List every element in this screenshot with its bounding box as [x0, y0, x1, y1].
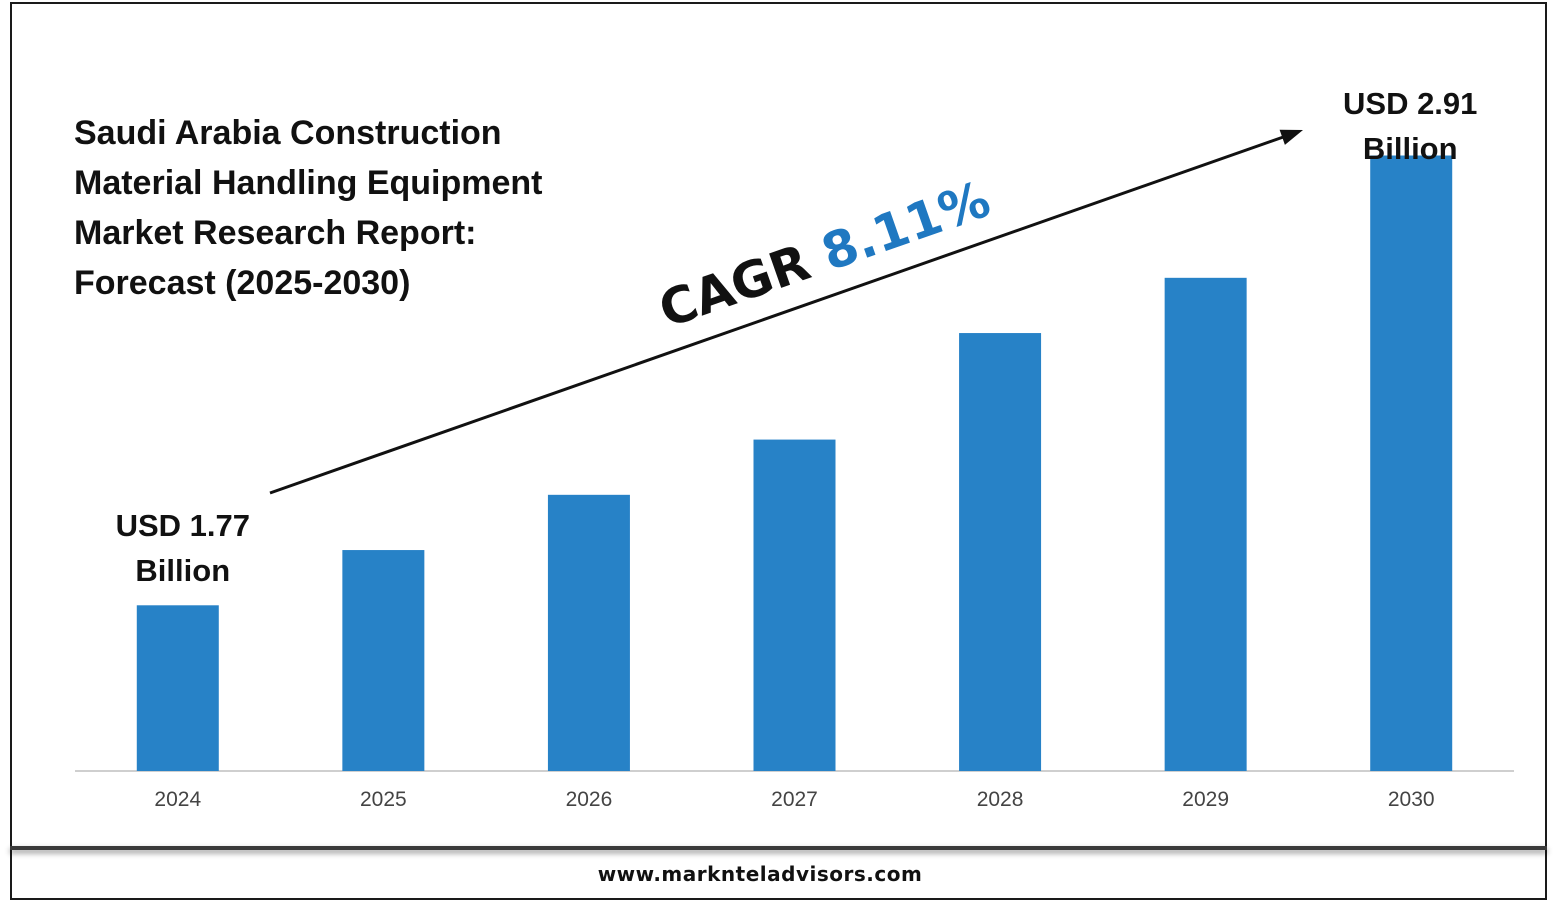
x-tick-label-2026: 2026 [566, 788, 613, 811]
trend-arrow-line [269, 133, 1290, 495]
footer-website: www.marknteladvisors.com [597, 862, 923, 886]
title-line-4: Forecast (2025-2030) [74, 264, 411, 302]
x-tick-label-2024: 2024 [154, 788, 201, 811]
cagr-value: 8.11% [814, 170, 997, 282]
first-value-label: USD 1.77 [116, 508, 250, 543]
bar-2025 [342, 550, 425, 771]
title-line-3: Market Research Report: [74, 214, 477, 252]
title-line-2: Material Handling Equipment [74, 164, 543, 202]
bar-2030 [1370, 155, 1453, 771]
x-tick-label-2027: 2027 [771, 788, 818, 811]
title-line-1: Saudi Arabia Construction [74, 114, 502, 152]
x-tick-label-2029: 2029 [1182, 788, 1229, 811]
bar-2028 [959, 333, 1042, 771]
bar-2024 [136, 605, 219, 771]
bar-2026 [547, 494, 630, 771]
x-tick-label-2030: 2030 [1388, 788, 1435, 811]
cagr-label: CAGR [652, 227, 834, 339]
bar-2029 [1164, 277, 1247, 771]
x-tick-label-2025: 2025 [360, 788, 407, 811]
chart-title: Saudi Arabia Construction Material Handl… [74, 108, 634, 308]
x-tick-label-2028: 2028 [977, 788, 1024, 811]
footer-divider [10, 846, 1547, 850]
last-value-label: USD 2.91 [1343, 86, 1477, 121]
bar-2027 [753, 439, 836, 771]
last-value-unit: Billion [1363, 131, 1458, 166]
first-value-unit: Billion [135, 553, 230, 588]
trend-arrow-head-icon [1279, 129, 1303, 145]
